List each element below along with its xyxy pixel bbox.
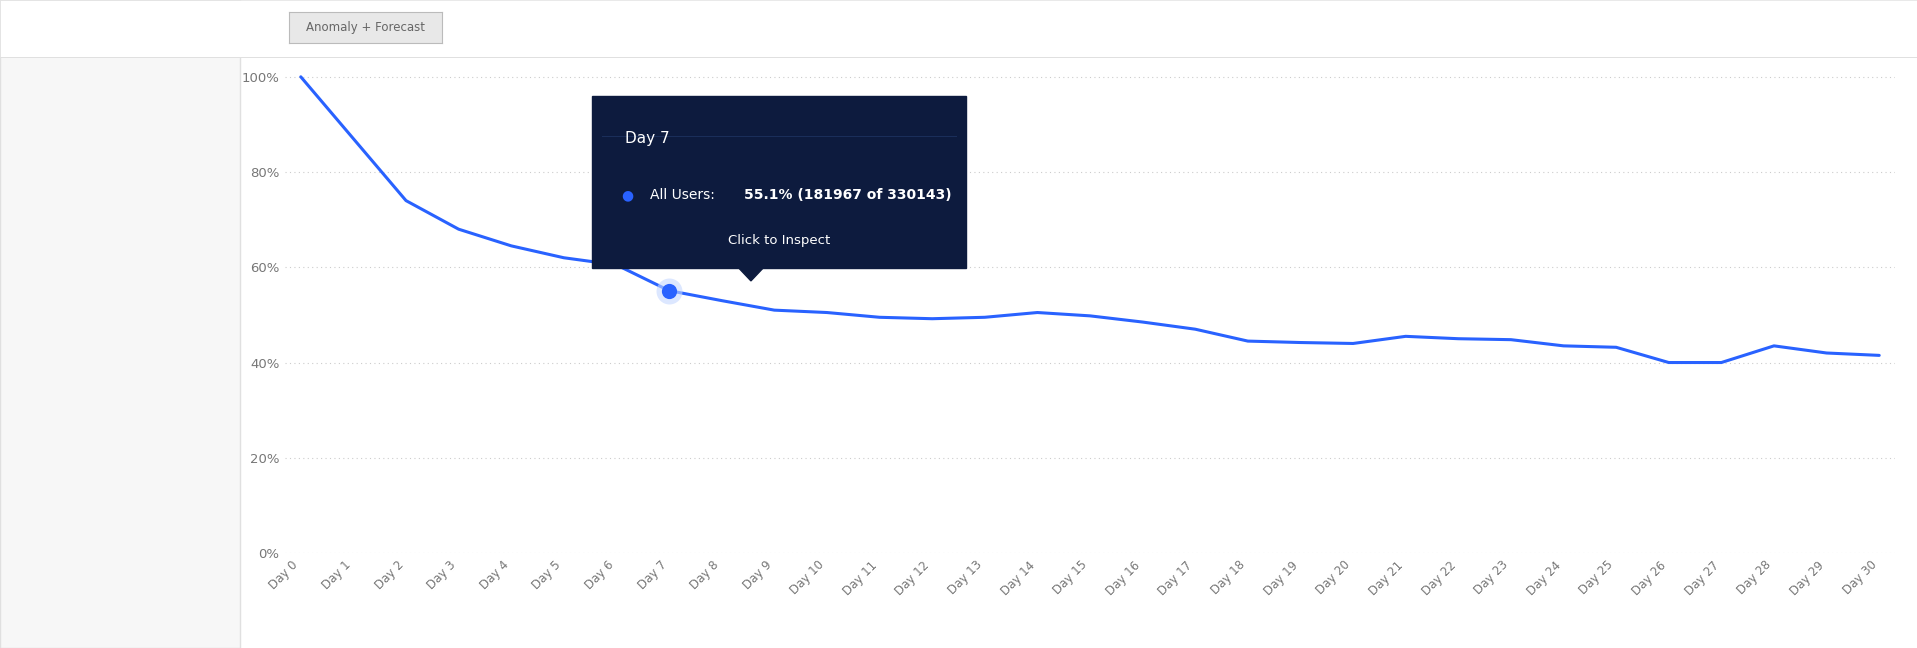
Text: Day 7: Day 7 — [625, 130, 669, 146]
Text: Anomaly + Forecast: Anomaly + Forecast — [307, 21, 426, 34]
Text: 55.1% (181967 of 330143): 55.1% (181967 of 330143) — [744, 189, 951, 202]
Point — [654, 285, 684, 295]
Text: ●: ● — [621, 189, 633, 202]
Point — [654, 285, 684, 295]
Text: Click to Inspect: Click to Inspect — [728, 233, 830, 247]
Text: All Users:: All Users: — [650, 189, 719, 202]
